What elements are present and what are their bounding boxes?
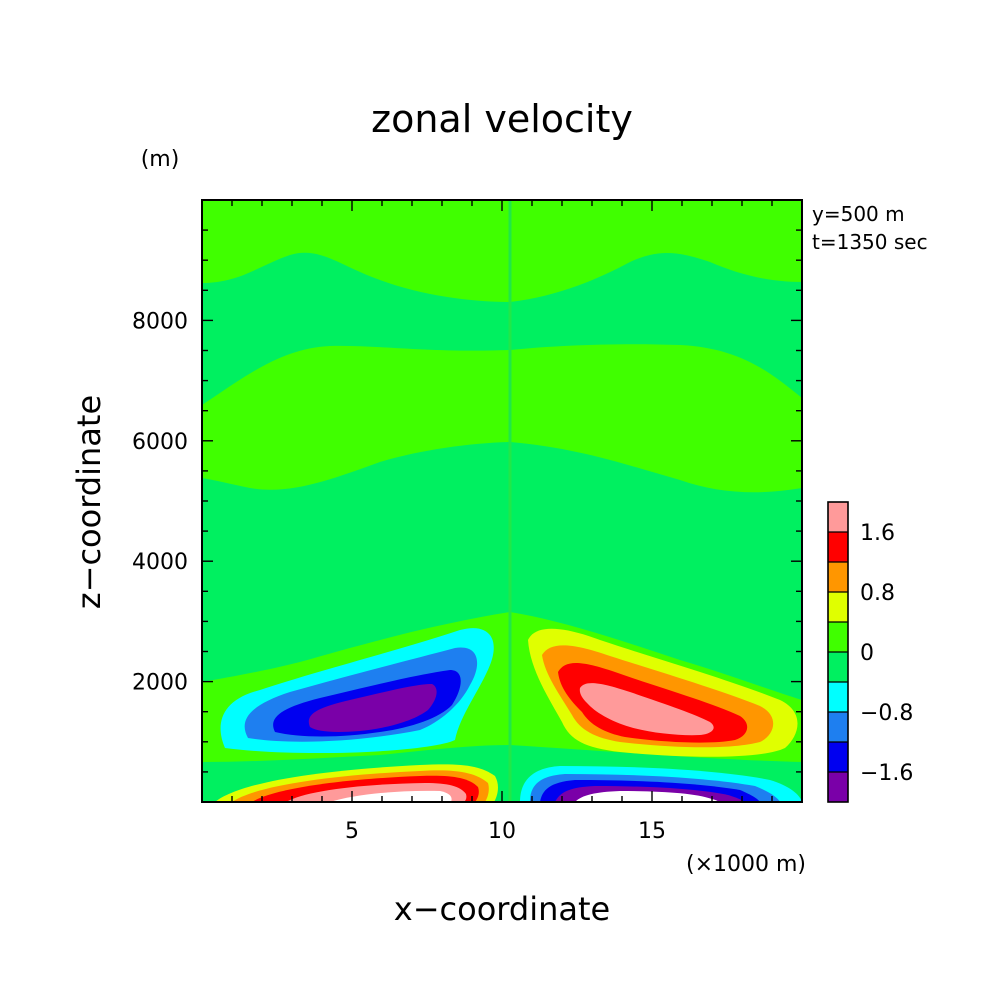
x-tick-labels: 5 10 15 <box>345 819 666 844</box>
x-tick-label: 10 <box>488 819 516 844</box>
colorbar-swatch <box>828 652 848 682</box>
colorbar-label: 0.8 <box>860 581 895 606</box>
colorbar-swatch <box>828 742 848 772</box>
colorbar-swatch <box>828 682 848 712</box>
x-tick-label: 5 <box>345 819 359 844</box>
colorbar-swatch <box>828 502 848 532</box>
pos-left-surface-white <box>330 790 452 802</box>
y-tick-label: 8000 <box>132 309 188 334</box>
y-tick-label: 2000 <box>132 671 188 696</box>
annotation-y: y=500 m <box>812 202 905 226</box>
colorbar-swatch <box>828 772 848 802</box>
x-axis-title: x−coordinate <box>394 890 610 928</box>
colorbar-labels: 1.6 0.8 0 −0.8 −1.6 <box>860 521 913 786</box>
colorbar-frame <box>827 501 849 803</box>
colorbar-swatch <box>828 532 848 562</box>
y-unit-label: (m) <box>141 147 180 172</box>
colorbar-label: 0 <box>860 641 874 666</box>
chart-title: zonal velocity <box>371 97 633 141</box>
y-tick-label: 6000 <box>132 430 188 455</box>
colorbar-swatch <box>828 622 848 652</box>
band-top-left <box>202 200 510 302</box>
neg-left-core <box>308 684 437 732</box>
contour-field <box>202 200 802 802</box>
colorbar-label: −1.6 <box>860 761 913 786</box>
annotation-t: t=1350 sec <box>812 230 928 254</box>
colorbar <box>827 501 849 803</box>
band-top-right <box>510 200 802 302</box>
colorbar-swatch <box>828 592 848 622</box>
band-mid-right <box>510 344 802 493</box>
x-unit-label: (×1000 m) <box>686 852 806 877</box>
colorbar-swatch <box>828 712 848 742</box>
axis-ticks <box>202 200 802 802</box>
y-tick-labels: 2000 4000 6000 8000 <box>132 309 188 695</box>
y-tick-label: 4000 <box>132 550 188 575</box>
band-mid-left <box>202 345 510 490</box>
colorbar-label: 1.6 <box>860 521 895 546</box>
x-tick-label: 15 <box>638 819 666 844</box>
colorbar-swatch <box>828 562 848 592</box>
colorbar-label: −0.8 <box>860 701 913 726</box>
y-axis-title: z−coordinate <box>70 395 108 609</box>
neg-right-surface-white <box>575 791 719 802</box>
pos-right-core <box>579 683 714 736</box>
